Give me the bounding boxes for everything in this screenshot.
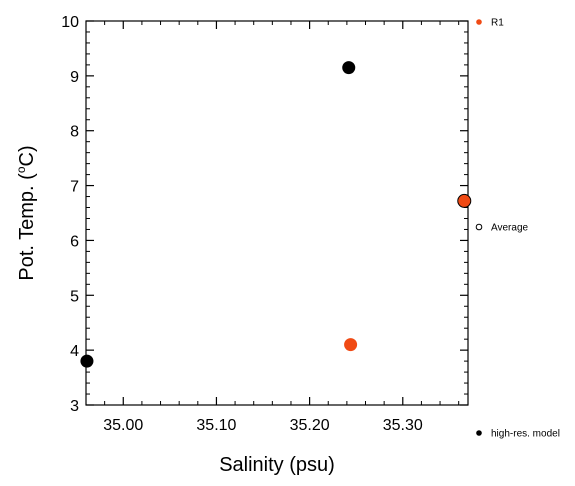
legend-label-average: Average (491, 223, 529, 234)
y-axis-title-prefix: Pot. Temp. ( (16, 173, 38, 281)
legend-label-r1: R1 (491, 18, 504, 29)
data-point-r1 (344, 338, 358, 352)
x-tick-label: 35.30 (383, 417, 423, 434)
y-tick-label: 5 (70, 288, 79, 305)
data-point-high-res-model (80, 354, 94, 368)
x-tick-label: 35.00 (103, 417, 143, 434)
y-tick-label: 4 (70, 343, 79, 360)
plot-frame (85, 20, 469, 406)
legend-marker-high-res-model (476, 430, 482, 436)
legend-label-high-res-model: high-res. model (491, 429, 560, 440)
data-point-average (457, 193, 472, 208)
data-points (80, 61, 472, 368)
x-tick-label: 35.10 (196, 417, 236, 434)
y-axis-title-degree: o (14, 166, 28, 173)
legend: R1 Average high-res. model (475, 18, 560, 440)
legend-marker-r1 (476, 19, 482, 25)
axis-tick-labels: 35.00 35.10 35.20 35.30 3 4 5 6 7 8 9 10 (61, 14, 423, 434)
axis-ticks (85, 20, 468, 406)
y-tick-label: 7 (70, 179, 79, 196)
y-tick-label: 8 (70, 124, 79, 141)
legend-marker-average (475, 223, 483, 231)
x-tick-label: 35.20 (290, 417, 330, 434)
y-axis-title: Pot. Temp. (oC) (14, 145, 38, 280)
y-tick-label: 9 (70, 69, 79, 86)
y-tick-label: 3 (70, 398, 79, 415)
x-axis-title: Salinity (psu) (219, 454, 335, 476)
y-tick-label: 10 (61, 14, 79, 31)
y-axis-title-suffix: C) (16, 145, 38, 166)
y-tick-label: 6 (70, 233, 79, 250)
data-point-high-res-model (342, 61, 356, 75)
